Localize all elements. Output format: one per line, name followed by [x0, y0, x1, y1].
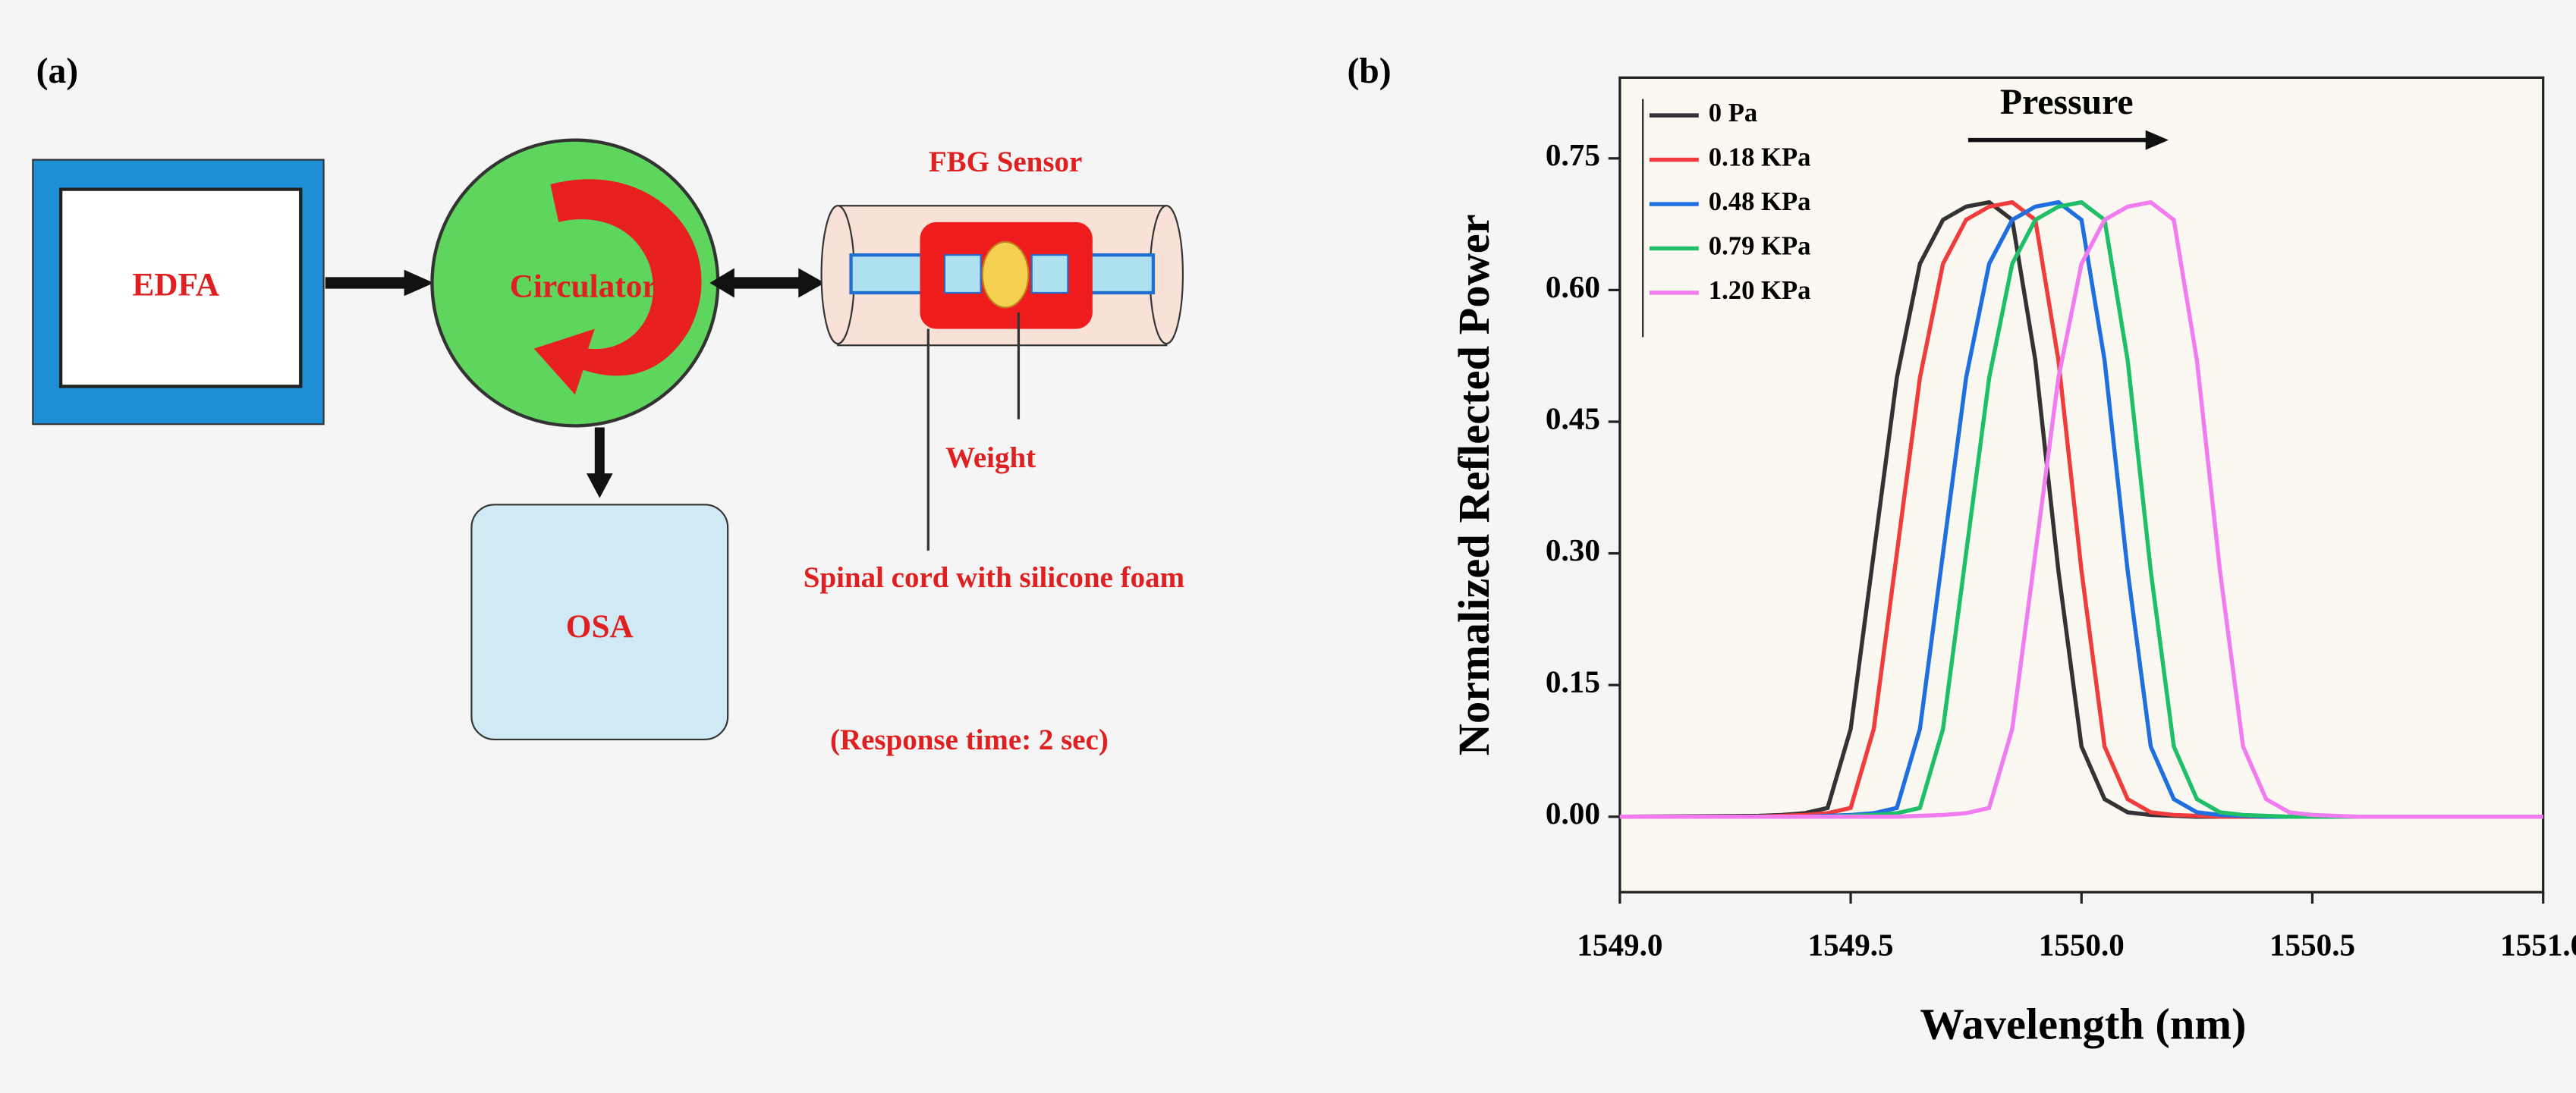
panel-label: (b) [1347, 52, 1391, 91]
circulator-label: Circulator [510, 269, 657, 305]
plot-area [1618, 76, 2545, 894]
x-tick-label: 1550.0 [2039, 927, 2125, 962]
legend-label: 0.79 KPa [1709, 231, 1811, 260]
x-tick-label: 1551.0 [2500, 927, 2576, 962]
grating [943, 254, 982, 294]
osa-label: OSA [566, 608, 634, 645]
arrow-head [709, 268, 734, 298]
arrow-head [586, 473, 613, 498]
panel-label: (a) [36, 52, 79, 91]
arrow-head [404, 269, 434, 297]
y-tick-label: 0.15 [1546, 664, 1600, 699]
legend-label: 0 Pa [1709, 99, 1757, 127]
legend-label: 0.48 KPa [1709, 187, 1811, 216]
arrow-head [798, 268, 825, 298]
annotation: Pressure [2000, 83, 2133, 122]
y-tick-label: 0.75 [1546, 137, 1600, 172]
weight [981, 240, 1030, 309]
sensor-label: FBG Sensor [929, 146, 1082, 178]
osa-box [470, 504, 729, 740]
y-tick-label: 0.00 [1546, 796, 1600, 831]
series-line [1619, 199, 2543, 819]
edfa-label: EDFA [132, 266, 219, 303]
circulator-arrow [533, 179, 702, 395]
response-label: (Response time: 2 sec) [830, 724, 1109, 756]
legend-label: 0.18 KPa [1709, 143, 1811, 172]
x-tick-label: 1549.5 [1808, 927, 1894, 962]
y-tick-label: 0.60 [1546, 269, 1600, 304]
edfa-inner [58, 187, 303, 388]
y-tick-label: 0.30 [1546, 532, 1600, 567]
y-axis-title: Normalized Reflected Power [1449, 214, 1499, 755]
x-tick-label: 1549.0 [1577, 927, 1662, 962]
x-tick-label: 1550.5 [2269, 927, 2355, 962]
y-tick-label: 0.45 [1546, 400, 1600, 435]
legend-label: 1.20 KPa [1709, 276, 1811, 305]
grating [1030, 254, 1069, 294]
annotation-arrow-head [2145, 130, 2169, 150]
weight-label: Weight [945, 441, 1036, 474]
x-axis-title: Wavelength (nm) [1920, 999, 2246, 1048]
cord-label: Spinal cord with silicone foam [804, 561, 1184, 594]
